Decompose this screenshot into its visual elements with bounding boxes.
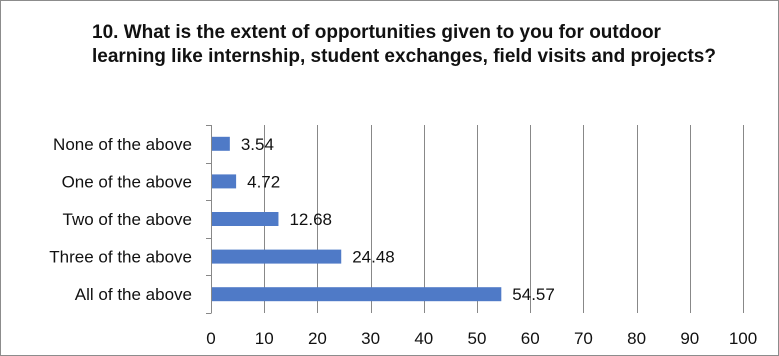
category-label: Three of the above [49, 248, 192, 267]
x-tick-label: 20 [308, 329, 327, 348]
x-tick-label: 0 [206, 329, 215, 348]
bar [212, 136, 230, 151]
data-label: 3.54 [241, 135, 274, 154]
x-tick-label: 100 [729, 329, 757, 348]
x-tick-label: 80 [627, 329, 646, 348]
x-tick-label: 90 [680, 329, 699, 348]
bar [212, 249, 342, 264]
bar [212, 287, 502, 302]
data-label: 12.68 [289, 210, 332, 229]
x-tick-label: 60 [521, 329, 540, 348]
category-label: Two of the above [63, 210, 192, 229]
data-label: 4.72 [247, 172, 280, 191]
category-label: None of the above [53, 135, 192, 154]
x-tick-label: 10 [255, 329, 274, 348]
x-tick-label: 70 [574, 329, 593, 348]
data-label: 24.48 [352, 248, 395, 267]
bar [212, 212, 279, 226]
x-tick-label: 50 [468, 329, 487, 348]
bar [212, 174, 237, 189]
x-tick-label: 30 [361, 329, 380, 348]
category-label: All of the above [75, 285, 192, 304]
chart-title: 10. What is the extent of opportunities … [92, 22, 716, 67]
category-label: One of the above [62, 172, 192, 191]
x-tick-label: 40 [414, 329, 433, 348]
data-label: 54.57 [512, 285, 555, 304]
